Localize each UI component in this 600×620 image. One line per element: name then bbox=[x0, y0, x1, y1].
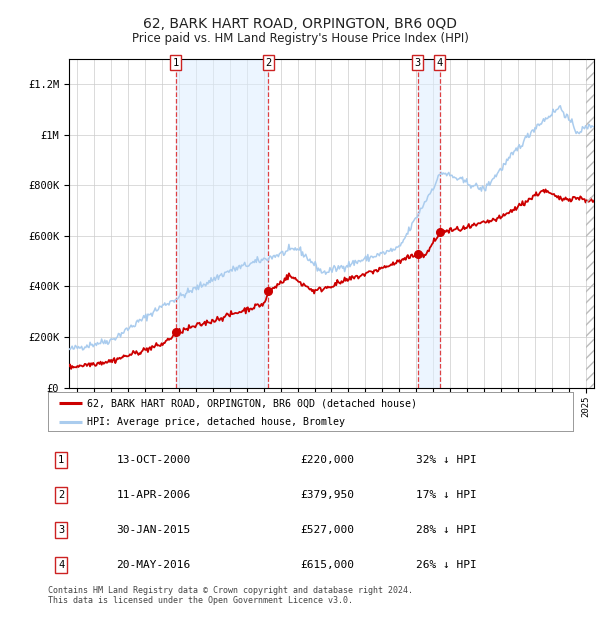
Text: 3: 3 bbox=[58, 525, 64, 535]
Text: Price paid vs. HM Land Registry's House Price Index (HPI): Price paid vs. HM Land Registry's House … bbox=[131, 32, 469, 45]
Text: 1: 1 bbox=[172, 58, 179, 68]
Text: 32% ↓ HPI: 32% ↓ HPI bbox=[415, 456, 476, 466]
Text: 28% ↓ HPI: 28% ↓ HPI bbox=[415, 525, 476, 535]
Text: 2: 2 bbox=[265, 58, 272, 68]
Text: Contains HM Land Registry data © Crown copyright and database right 2024.
This d: Contains HM Land Registry data © Crown c… bbox=[48, 586, 413, 605]
Text: 62, BARK HART ROAD, ORPINGTON, BR6 0QD: 62, BARK HART ROAD, ORPINGTON, BR6 0QD bbox=[143, 17, 457, 32]
Text: 1: 1 bbox=[58, 456, 64, 466]
Text: 26% ↓ HPI: 26% ↓ HPI bbox=[415, 560, 476, 570]
Text: 4: 4 bbox=[436, 58, 443, 68]
Bar bbox=[176, 59, 268, 388]
Bar bbox=[586, 59, 594, 388]
Text: HPI: Average price, detached house, Bromley: HPI: Average price, detached house, Brom… bbox=[88, 417, 346, 427]
Text: 4: 4 bbox=[58, 560, 64, 570]
Bar bbox=[418, 59, 440, 388]
Text: £527,000: £527,000 bbox=[300, 525, 354, 535]
Text: 11-APR-2006: 11-APR-2006 bbox=[116, 490, 191, 500]
Text: £615,000: £615,000 bbox=[300, 560, 354, 570]
Text: £220,000: £220,000 bbox=[300, 456, 354, 466]
Text: 20-MAY-2016: 20-MAY-2016 bbox=[116, 560, 191, 570]
Text: 2: 2 bbox=[58, 490, 64, 500]
Text: 17% ↓ HPI: 17% ↓ HPI bbox=[415, 490, 476, 500]
Text: 30-JAN-2015: 30-JAN-2015 bbox=[116, 525, 191, 535]
Text: 3: 3 bbox=[415, 58, 421, 68]
Text: 13-OCT-2000: 13-OCT-2000 bbox=[116, 456, 191, 466]
Text: 62, BARK HART ROAD, ORPINGTON, BR6 0QD (detached house): 62, BARK HART ROAD, ORPINGTON, BR6 0QD (… bbox=[88, 398, 418, 408]
Text: £379,950: £379,950 bbox=[300, 490, 354, 500]
